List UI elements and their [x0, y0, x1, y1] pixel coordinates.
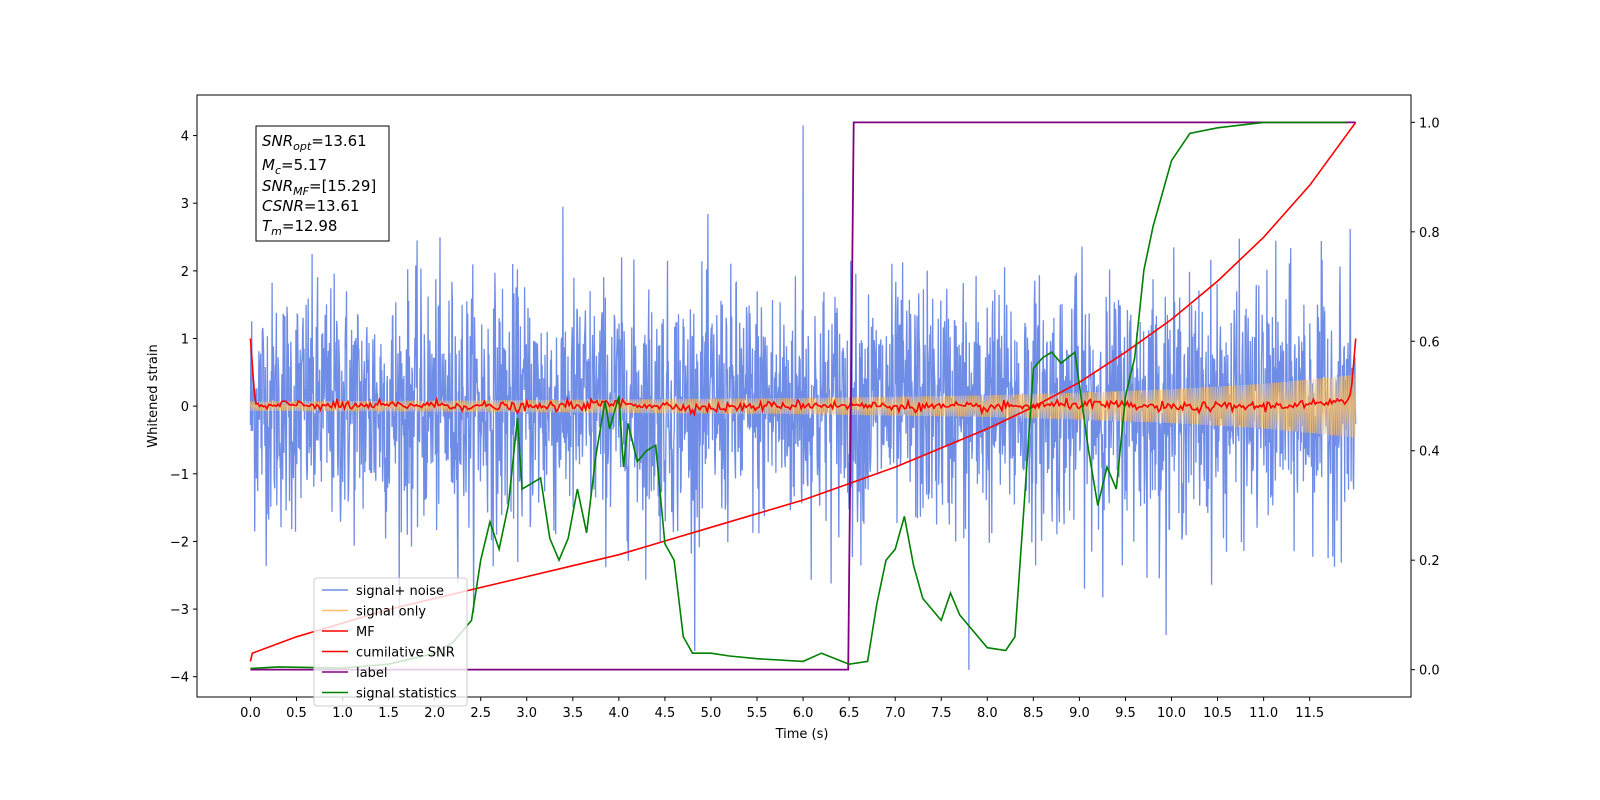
- y-axis-label: Whitened strain: [146, 344, 161, 447]
- x-tick-label: 2.0: [424, 706, 445, 721]
- x-tick-label: 6.5: [839, 706, 860, 721]
- x-tick-label: 3.0: [516, 706, 537, 721]
- legend-frame: [313, 577, 468, 707]
- axes-border: [196, 94, 1412, 698]
- y-tick-label: 4: [181, 130, 189, 145]
- x-tick-label: 4.5: [655, 706, 676, 721]
- legend-entry: cumilative SNR: [356, 646, 455, 661]
- legend: signal+ noise signal only MF cumilative SNR…: [313, 577, 468, 707]
- y-tick-label: 2: [181, 265, 189, 280]
- x-tick-label: 10.0: [1157, 706, 1186, 721]
- stats-csnr: CSNR=13.61: [262, 197, 359, 215]
- y-right-tick-label: 0.6: [1419, 335, 1440, 350]
- y-tick-label: −3: [170, 603, 189, 618]
- x-tick-label: 7.0: [885, 706, 906, 721]
- stats-tm: Tm=12.98: [262, 217, 337, 238]
- y-tick-label: −2: [170, 535, 189, 550]
- x-tick-label: 7.5: [931, 706, 952, 721]
- tick-group: 0.0 0.5 1.0 1.5 2.0 2.5 3.0 3.5 4.0 4.5 5.0 5.5 6.0 6…: [170, 116, 1440, 721]
- stats-snr-mf: SNRMF=[15.29]: [262, 177, 376, 198]
- y-right-tick-label: 0.4: [1419, 445, 1440, 460]
- series-signal-noise: [249, 125, 1357, 670]
- x-tick-label: 0.5: [286, 706, 307, 721]
- legend-entry: signal+ noise: [356, 584, 444, 599]
- x-tick-label: 9.0: [1069, 706, 1090, 721]
- y-tick-label: 0: [181, 400, 189, 415]
- series-mf: [249, 338, 1357, 418]
- series-signal-only: [249, 374, 1357, 438]
- x-tick-label: 0.0: [240, 706, 261, 721]
- x-tick-label: 2.5: [470, 706, 491, 721]
- stats-snr-opt: SNRopt=13.61: [262, 132, 367, 153]
- y-tick-label: −1: [170, 468, 189, 483]
- y-right-tick-label: 0.2: [1419, 554, 1440, 569]
- x-axis-label: Time (s): [775, 727, 829, 742]
- y-right-tick-label: 0.0: [1419, 664, 1440, 679]
- x-tick-label: 8.0: [977, 706, 998, 721]
- x-tick-label: 9.5: [1115, 706, 1136, 721]
- series-label: [250, 121, 1356, 671]
- y-tick-label: 1: [181, 333, 189, 348]
- y-tick-label: 3: [181, 197, 189, 212]
- x-tick-label: 11.5: [1295, 706, 1324, 721]
- y-tick-label: −4: [170, 671, 189, 686]
- axes-frame: [196, 94, 1412, 698]
- y-right-tick-label: 0.8: [1419, 226, 1440, 241]
- legend-entry: label: [356, 666, 387, 681]
- legend-entry: MF: [356, 625, 375, 640]
- x-tick-label: 1.0: [332, 706, 353, 721]
- stats-box-frame: [255, 125, 390, 242]
- x-tick-label: 5.0: [701, 706, 722, 721]
- x-tick-label: 11.0: [1249, 706, 1278, 721]
- stats-box: SNRopt=13.61 Mc=5.17 SNRMF=[15.29] CSNR=…: [255, 125, 390, 242]
- x-tick-label: 8.5: [1023, 706, 1044, 721]
- stats-mc: Mc=5.17: [262, 156, 327, 177]
- series-signal-statistics: [250, 121, 1347, 670]
- legend-entry: signal statistics: [356, 687, 457, 702]
- y-right-tick-label: 1.0: [1419, 116, 1440, 131]
- x-tick-label: 10.5: [1203, 706, 1232, 721]
- x-tick-label: 5.5: [747, 706, 768, 721]
- x-tick-label: 3.5: [562, 706, 583, 721]
- x-tick-label: 1.5: [378, 706, 399, 721]
- legend-entry: signal only: [356, 605, 426, 620]
- x-tick-label: 6.0: [793, 706, 814, 721]
- x-tick-label: 4.0: [609, 706, 630, 721]
